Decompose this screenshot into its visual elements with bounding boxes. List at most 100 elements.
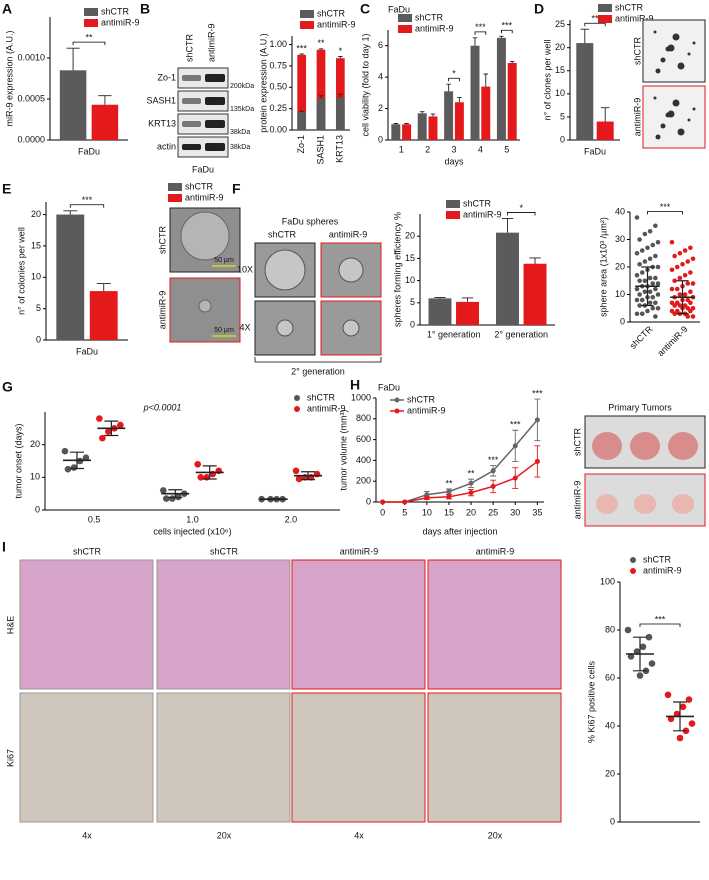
- size-label: 38kDa: [230, 129, 250, 136]
- colony: [687, 118, 691, 122]
- significance-label: **: [468, 468, 476, 478]
- blot-band: [182, 75, 201, 81]
- blot-band: [205, 74, 225, 82]
- panel-letter: E: [2, 181, 11, 197]
- x-tick-label: 2.0: [285, 514, 298, 524]
- sd-bar: [69, 451, 84, 470]
- legend-swatch: [84, 19, 98, 27]
- tumor: [630, 432, 660, 460]
- column-label: shCTR: [73, 546, 102, 556]
- image-title: FaDu spheres: [282, 216, 339, 226]
- error-bar: [338, 93, 343, 98]
- panel-letter: H: [350, 377, 360, 393]
- y-axis-label: spheres forming efficiency %: [392, 212, 402, 327]
- significance-bracket: [474, 31, 487, 35]
- x-tick-label: 2: [425, 144, 430, 154]
- error-bar: [299, 53, 304, 55]
- colony-image: [642, 85, 706, 149]
- data-point: [645, 633, 653, 641]
- histology-image: [427, 692, 562, 823]
- legend-label: antimiR-9: [317, 19, 356, 29]
- blot-band: [182, 144, 201, 150]
- data-point: [655, 292, 661, 297]
- error-bar: [461, 297, 474, 302]
- data-point: [637, 237, 642, 242]
- data-point: [402, 499, 408, 505]
- x-tick-label: 5: [402, 507, 407, 517]
- y-tick-label: 15: [31, 240, 41, 250]
- blot-band: [205, 120, 225, 128]
- sd-bar: [673, 701, 687, 732]
- legend-label: shCTR: [643, 554, 672, 564]
- row-label: SASH1: [146, 95, 176, 105]
- magnification-label: 20x: [488, 830, 503, 840]
- y-tick-label: 0: [610, 816, 615, 826]
- legend-swatch: [446, 200, 460, 208]
- y-tick-label: 0: [620, 316, 625, 326]
- legend-label: shCTR: [101, 6, 130, 16]
- x-tick-label: FaDu: [78, 146, 100, 156]
- data-point: [194, 460, 202, 468]
- x-tick-label: Zo-1: [296, 135, 306, 154]
- error-bar: [580, 28, 590, 44]
- data-point: [690, 256, 696, 262]
- row-label: Ki67: [5, 749, 15, 767]
- bar: [456, 301, 479, 325]
- data-point: [647, 289, 653, 295]
- row-label: shCTR: [157, 226, 167, 255]
- y-tick-label: 20: [30, 439, 40, 449]
- error-bar: [483, 73, 489, 87]
- bar: [596, 121, 614, 140]
- y-axis-label: cell viability (fold to day 1): [360, 33, 370, 136]
- legend-swatch: [598, 4, 612, 12]
- data-point: [424, 495, 430, 501]
- y-tick-label: 0: [366, 496, 371, 506]
- data-point: [512, 475, 518, 481]
- x-tick-label: 0: [380, 507, 385, 517]
- row-label: H&E: [5, 616, 15, 635]
- histology-image: [156, 559, 291, 690]
- colony: [672, 33, 680, 41]
- legend-label: antimiR-9: [101, 17, 140, 27]
- y-tick-label: 10: [30, 472, 40, 482]
- size-label: 38kDa: [230, 144, 250, 151]
- error-bar: [338, 56, 343, 59]
- legend-label: shCTR: [615, 2, 644, 12]
- data-point: [650, 294, 656, 300]
- data-point: [680, 261, 685, 267]
- sd-bar: [301, 471, 316, 481]
- data-point: [380, 499, 386, 505]
- data-point: [653, 300, 658, 306]
- bar: [335, 97, 345, 130]
- sphere: [338, 257, 364, 283]
- data-point: [653, 275, 658, 281]
- data-point: [642, 289, 648, 295]
- x-tick-label: 35: [532, 507, 542, 517]
- data-point: [688, 289, 693, 295]
- significance-bracket: [647, 211, 683, 215]
- legend-label: shCTR: [307, 392, 336, 402]
- legend-label: shCTR: [463, 198, 492, 208]
- data-point: [655, 239, 661, 245]
- x-tick-label: shCTR: [628, 324, 655, 351]
- error-bar: [472, 37, 478, 46]
- y-tick-label: 0.50: [269, 82, 287, 92]
- data-point: [468, 480, 474, 486]
- legend-swatch: [84, 8, 98, 16]
- legend-swatch: [168, 194, 182, 202]
- legend-label: shCTR: [407, 394, 436, 404]
- column-label: antimiR-9: [329, 229, 368, 239]
- colony: [655, 68, 661, 74]
- data-point: [512, 443, 518, 449]
- data-point: [688, 300, 693, 306]
- y-tick-label: 0: [36, 334, 41, 344]
- x-tick-label: 1.0: [186, 514, 199, 524]
- error-bar: [318, 95, 324, 99]
- legend-swatch: [398, 25, 412, 33]
- y-tick-label: 0: [560, 134, 565, 144]
- y-tick-label: 20: [31, 209, 41, 219]
- significance-bracket: [69, 204, 105, 208]
- row-label: antimiR-9: [632, 98, 642, 137]
- row-label: shCTR: [632, 37, 642, 66]
